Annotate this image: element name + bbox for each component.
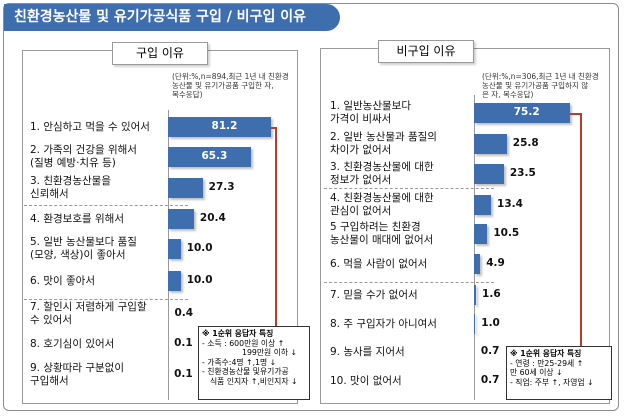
purchase-callout-line: - 가족수:4명 ↑,1명 ↓ xyxy=(202,357,277,367)
purchase-callout-connector xyxy=(275,127,277,326)
purchase-callout-connector xyxy=(271,127,275,129)
purchase-value-label: 20.4 xyxy=(199,212,226,224)
title-banner: 친환경농산물 및 유기가공식품 구입 / 비구입 이유 xyxy=(4,4,340,31)
purchase-value-label: 10.0 xyxy=(186,274,213,286)
purchase-value-label: 10.0 xyxy=(186,242,213,254)
nonpurchase-category-label: 4. 친환경농산물에 대한 관심이 없어서 xyxy=(330,192,434,217)
purchase-category-label: 3. 친환경농산물을 신뢰해서 xyxy=(30,175,111,200)
nonpurchase-value-label: 0.7 xyxy=(480,345,500,357)
nonpurchase-value-label: 1.6 xyxy=(482,288,501,300)
nonpurchase-reasons-header: 비구입 이유 xyxy=(378,40,474,63)
nonpurchase-category-label: 1. 일반농산물보다 가격이 비싸서 xyxy=(330,100,411,125)
purchase-category-label: 8. 호기심이 있어서 xyxy=(30,337,115,350)
nonpurchase-category-label: 7. 믿을 수가 없어서 xyxy=(330,288,418,301)
purchase-bar xyxy=(168,271,181,291)
nonpurchase-group-separator xyxy=(324,188,494,189)
purchase-bar xyxy=(168,178,203,198)
nonpurchase-reasons-note: (단위:%,n=306,최근 1년 내 친환경 농산물 및 유기가공품 구입하지… xyxy=(482,72,599,99)
nonpurchase-bar xyxy=(474,224,488,244)
nonpurchase-callout-connector xyxy=(580,113,582,346)
nonpurchase-bar xyxy=(474,134,507,154)
purchase-callout-line: 199만원 이하 ↓ xyxy=(242,348,298,357)
nonpurchase-value-label: 0.7 xyxy=(480,374,500,386)
purchase-bar xyxy=(168,209,194,229)
purchase-callout-line: 식품 인지자 ↑,비인지자 ↓ xyxy=(210,376,298,386)
purchase-category-label: 1. 안심하고 먹을 수 있어서 xyxy=(30,120,150,133)
purchase-bar xyxy=(168,147,251,167)
nonpurchase-callout-line: - 직업: 주부 ↑, 자영업 ↓ xyxy=(510,377,594,387)
purchase-reasons-note: (단위:%,n=894,최근 1년 내 친환경 농산물 및 유기가공품 구입한 … xyxy=(172,72,289,99)
nonpurchase-category-label: 8. 주 구입자가 아니여서 xyxy=(330,317,437,330)
nonpurchase-value-label: 13.4 xyxy=(497,198,523,210)
purchase-value-label: 0.4 xyxy=(174,307,194,319)
nonpurchase-value-label: 10.5 xyxy=(493,227,520,239)
nonpurchase-bar xyxy=(474,103,570,123)
purchase-callout-line: ※ 1순위 응답자 특징 xyxy=(202,329,274,338)
purchase-value-label: 0.1 xyxy=(174,337,193,349)
purchase-category-label: 4. 환경보호를 위해서 xyxy=(30,212,124,225)
nonpurchase-callout-line: 만 60세 이상 ↓ xyxy=(510,368,563,377)
nonpurchase-callout-line: ※ 1순위 응답자 특징 xyxy=(510,349,582,358)
purchase-category-label: 2. 가족의 건강을 위해서 (질병 예방·치유 등) xyxy=(30,144,137,169)
nonpurchase-category-label: 2. 일반 농산물과 품질의 차이가 없어서 xyxy=(330,131,437,156)
nonpurchase-value-label: 25.8 xyxy=(512,137,539,149)
purchase-category-label: 5. 일반 농산물보다 품질 (모양, 색상)이 좋아서 xyxy=(30,236,137,261)
purchase-value-label: 27.3 xyxy=(208,181,235,193)
nonpurchase-category-label: 6. 먹을 사람이 없어서 xyxy=(330,257,428,270)
purchase-category-label: 6. 맛이 좋아서 xyxy=(30,274,95,287)
nonpurchase-bar xyxy=(474,285,477,305)
nonpurchase-value-label: 1.0 xyxy=(481,317,500,329)
nonpurchase-bar xyxy=(474,164,504,184)
nonpurchase-value-label: 23.5 xyxy=(509,167,536,179)
nonpurchase-category-label: 5 구입하려는 친환경 농산물이 매대에 없어서 xyxy=(330,221,434,246)
purchase-bar xyxy=(168,239,181,259)
nonpurchase-bar xyxy=(474,314,476,334)
purchase-callout-box: ※ 1순위 응답자 특징 - 소득 : 600만원 이상 ↑ 199만원 이하 ↓ -… xyxy=(198,326,310,400)
nonpurchase-bar xyxy=(474,195,492,215)
purchase-value-label: 81.2 xyxy=(211,120,238,132)
purchase-category-label: 7. 할인시 저렴하게 구입할 수 있어서 xyxy=(30,301,147,326)
nonpurchase-category-label: 9. 농사를 지어서 xyxy=(330,345,405,358)
nonpurchase-callout-connector xyxy=(569,113,580,115)
nonpurchase-category-label: 3. 친환경농산물에 대한 정보가 없어서 xyxy=(330,161,434,186)
purchase-callout-line: - 친환경농산물 및유기가공 xyxy=(202,367,289,376)
nonpurchase-value-label: 75.2 xyxy=(513,106,540,118)
purchase-value-label: 0.1 xyxy=(174,368,193,380)
purchase-group-separator xyxy=(24,299,188,300)
purchase-value-label: 65.3 xyxy=(201,150,228,162)
outer-frame xyxy=(3,3,619,411)
nonpurchase-axis-line xyxy=(474,95,475,400)
purchase-reasons-header: 구입 이유 xyxy=(112,42,208,65)
nonpurchase-bar xyxy=(474,254,481,274)
nonpurchase-value-label: 4.9 xyxy=(486,257,505,269)
nonpurchase-callout-box: ※ 1순위 응답자 특징 - 연령 : 만25-29세 ↑ 만 60세 이상 ↓ - … xyxy=(506,346,612,400)
nonpurchase-group-separator xyxy=(324,282,494,283)
nonpurchase-callout-line: - 연령 : 만25-29세 ↑ xyxy=(510,358,584,368)
purchase-category-label: 9. 상황따라 구분없이 구입해서 xyxy=(30,362,124,387)
nonpurchase-category-label: 10. 맛이 없어서 xyxy=(330,374,402,387)
purchase-callout-line: - 소득 : 600만원 이상 ↑ xyxy=(202,338,285,348)
purchase-group-separator xyxy=(24,205,188,206)
purchase-bar xyxy=(168,117,272,137)
page-title: 친환경농산물 및 유기가공식품 구입 / 비구입 이유 xyxy=(14,9,306,25)
